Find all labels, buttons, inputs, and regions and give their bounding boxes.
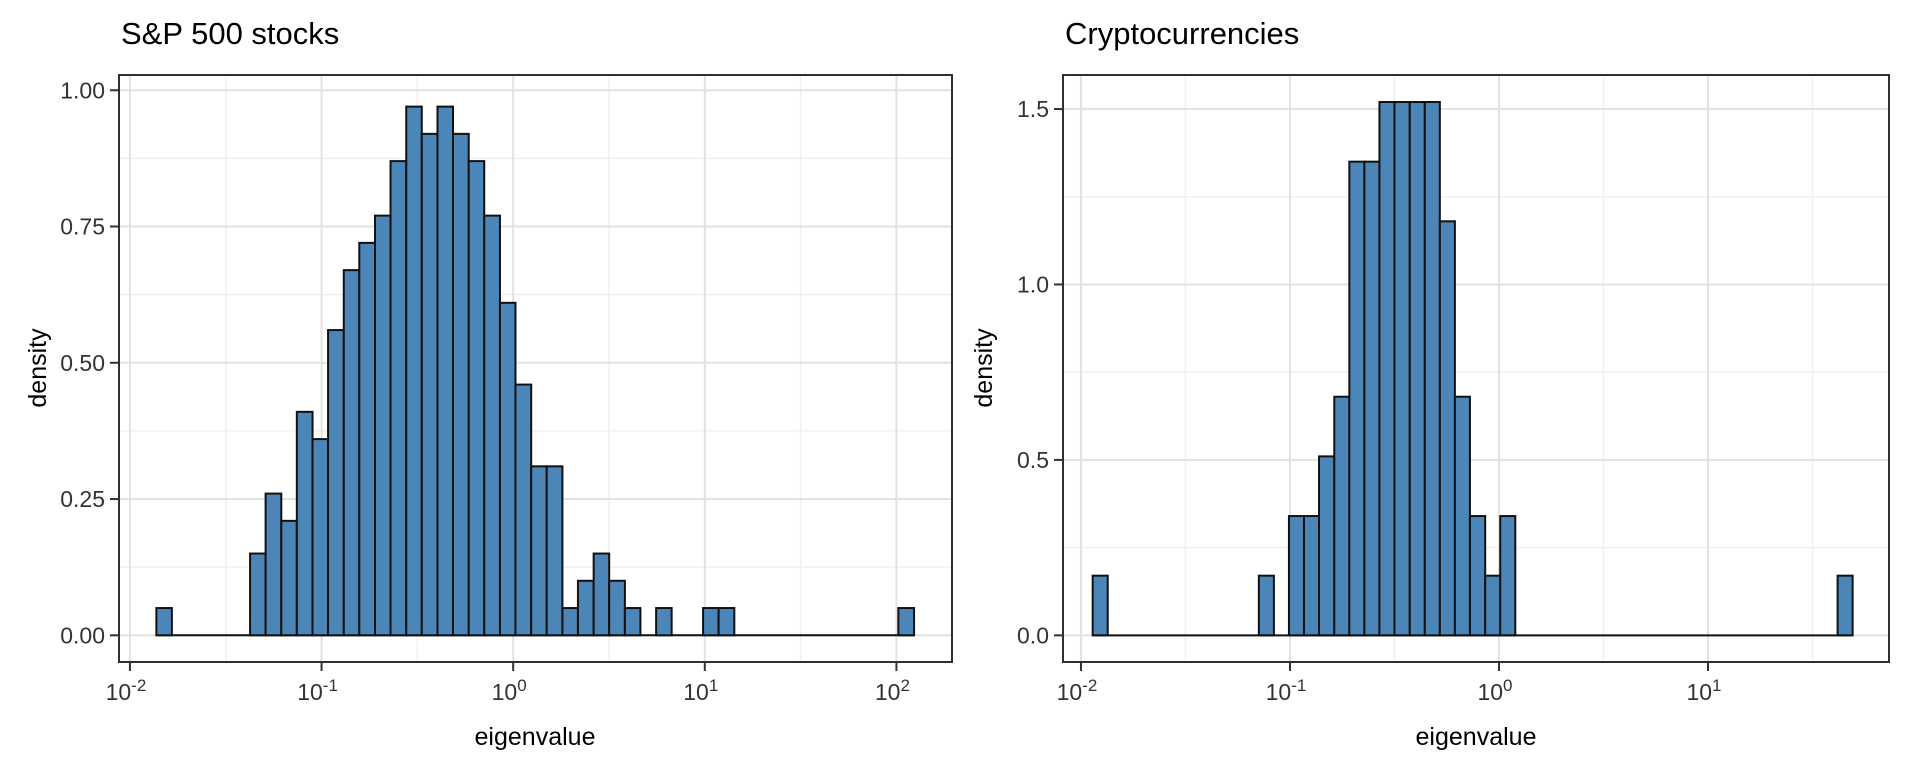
histogram-bar [1393, 101, 1411, 637]
left-x-axis-label: eigenvalue [475, 723, 596, 751]
y-tick-label: 1.0 [1017, 271, 1049, 297]
right-panel-bars [1091, 101, 1854, 637]
histogram-bar [327, 329, 345, 637]
right-y-axis-label: density [970, 328, 998, 408]
x-tick-label: 100 [1477, 676, 1512, 705]
histogram-bar [561, 607, 579, 637]
left-panel-title: S&P 500 stocks [121, 16, 339, 51]
histogram-bar [1091, 574, 1109, 637]
histogram-bar [295, 410, 314, 637]
histogram-bar [1257, 574, 1275, 637]
histogram-bar [280, 519, 298, 637]
histogram-bar [623, 607, 642, 637]
panel-border [118, 74, 953, 663]
histogram-bar [655, 607, 673, 637]
x-tick-label: 10-1 [1266, 676, 1307, 705]
left-panel-axes: 10-2 10-1 100 101 102 0.00 0.25 0.50 0.75 1.00 [60, 74, 953, 705]
histogram-bar [249, 552, 267, 637]
histogram-bar [498, 301, 517, 637]
histogram-bar [1408, 101, 1426, 637]
histogram-bar [545, 465, 564, 637]
histogram-bar [452, 132, 470, 637]
panel-border [1062, 74, 1890, 663]
right-panel-grid [1063, 75, 1889, 662]
x-tick-label: 102 [875, 676, 910, 705]
histogram-bar [1468, 515, 1487, 637]
histogram-bar [436, 105, 455, 637]
histogram-bar [405, 105, 423, 637]
histogram-bar [1499, 515, 1517, 637]
histogram-bar [311, 438, 330, 637]
histogram-bar [420, 132, 439, 637]
histogram-bar [702, 607, 720, 637]
right-panel-axes: 10-2 10-1 100 101 0.0 0.5 1.0 1.5 [1017, 74, 1890, 705]
histogram-bar [358, 241, 377, 637]
histogram-bar [1318, 455, 1336, 637]
y-tick-label: 0.5 [1017, 447, 1049, 473]
histogram-bar [467, 160, 486, 637]
histogram-bar [1836, 574, 1854, 637]
x-tick-label: 101 [1686, 676, 1721, 705]
histogram-bar [1287, 515, 1305, 637]
histogram-bar [897, 607, 916, 637]
histogram-bar [1484, 574, 1502, 637]
histogram-bar [1438, 220, 1456, 637]
histogram-bar [1302, 515, 1321, 637]
right-panel: 10-2 10-1 100 101 0.0 0.5 1.0 1.5 Cryptocurrenc… [970, 16, 1890, 751]
y-tick-label: 0.75 [60, 214, 105, 240]
histogram-bar [1363, 160, 1381, 637]
left-panel-bars [155, 105, 916, 637]
y-tick-label: 0.00 [60, 622, 105, 648]
histogram-bar [1423, 101, 1441, 637]
histogram-bar [592, 552, 611, 637]
histogram-bar [717, 607, 736, 637]
histogram-bar [608, 579, 626, 637]
histogram-bar [1378, 101, 1396, 637]
y-tick-label: 0.50 [60, 350, 105, 376]
y-tick-label: 0.25 [60, 486, 105, 512]
histogram-bar [514, 383, 533, 637]
histogram-bar [342, 269, 361, 637]
left-y-axis-label: density [24, 328, 52, 408]
histogram-bar [483, 214, 501, 637]
histogram-bar [374, 214, 392, 637]
histogram-bar [389, 160, 408, 637]
histogram-bar [576, 579, 595, 637]
histogram-bar [1333, 395, 1351, 637]
x-tick-label: 10-1 [297, 676, 338, 705]
y-tick-label: 0.0 [1017, 622, 1049, 648]
histogram-bar [530, 465, 548, 637]
x-tick-label: 10-2 [1057, 676, 1098, 705]
right-x-axis-label: eigenvalue [1416, 723, 1537, 751]
x-tick-label: 100 [492, 676, 527, 705]
right-panel-title: Cryptocurrencies [1065, 16, 1299, 51]
y-tick-label: 1.00 [60, 77, 105, 103]
left-panel: 10-2 10-1 100 101 102 0.00 0.25 0.50 0.75 1.00 S&… [24, 16, 953, 751]
histogram-bar [1348, 160, 1366, 637]
histogram-bar [1453, 395, 1471, 637]
x-tick-label: 10-2 [106, 676, 147, 705]
x-tick-label: 101 [683, 676, 718, 705]
histogram-bar [155, 607, 173, 637]
y-tick-label: 1.5 [1017, 96, 1049, 122]
histogram-bar [264, 492, 283, 637]
